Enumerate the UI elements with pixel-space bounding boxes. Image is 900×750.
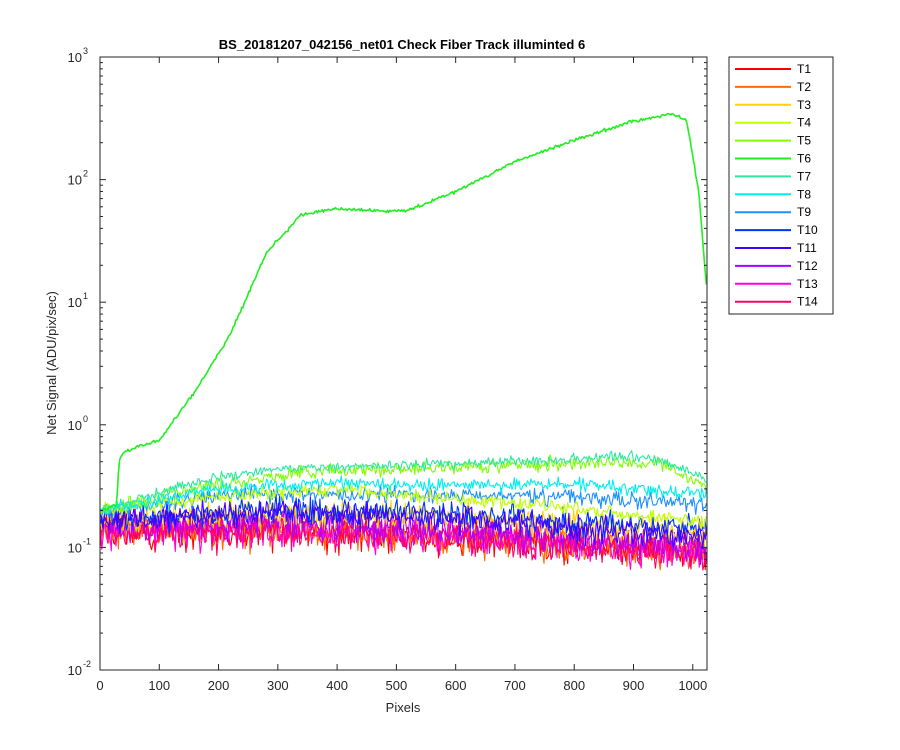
x-axis-label: Pixels	[386, 700, 421, 715]
y-tick-label: 10	[68, 418, 82, 433]
series-line-t9	[100, 484, 707, 520]
legend-box	[728, 56, 834, 315]
legend-label: T3	[797, 98, 811, 112]
y-tick-exponent: 0	[83, 414, 88, 424]
x-tick-label: 500	[386, 678, 408, 693]
series-line-t11	[100, 498, 707, 550]
x-tick-label: 200	[208, 678, 230, 693]
x-tick-label: 600	[445, 678, 467, 693]
x-axis: 0 100 200 300 400 500 600 700 800 900 1000	[96, 57, 707, 693]
legend-label: T2	[797, 80, 811, 94]
y-tick-label: 10	[68, 50, 82, 65]
plot-area	[100, 57, 707, 670]
legend-label: T9	[797, 205, 811, 219]
y-tick-label: 10	[68, 663, 82, 678]
legend-label: T11	[797, 241, 817, 255]
series-line-t5	[100, 454, 707, 515]
x-tick-label: 700	[504, 678, 526, 693]
y-tick-label: 10	[68, 173, 82, 188]
series-line-t7	[100, 450, 707, 513]
x-tick-label: 800	[563, 678, 585, 693]
y-tick-label: 10	[68, 295, 82, 310]
plot-frame	[99, 56, 708, 671]
x-tick-label: 100	[148, 678, 170, 693]
y-tick-label: 10	[68, 540, 82, 555]
y-tick-exponent: 2	[83, 169, 88, 179]
legend-label: T8	[797, 187, 811, 201]
y-axis-label: Net Signal (ADU/pix/sec)	[44, 291, 59, 435]
series-line-t4	[100, 483, 707, 529]
y-tick-exponent: -2	[83, 659, 91, 669]
y-tick-exponent: 3	[83, 46, 88, 56]
legend-label: T6	[797, 152, 811, 166]
legend-label: T7	[797, 169, 811, 183]
x-tick-label: 900	[623, 678, 645, 693]
legend-label: T12	[797, 259, 818, 273]
legend-label: T14	[797, 295, 818, 309]
legend-label: T5	[797, 134, 811, 148]
series-line-t6	[100, 112, 708, 511]
y-tick-exponent: -1	[83, 536, 91, 546]
x-tick-label: 400	[326, 678, 348, 693]
legend: T1 T2 T3 T4 T5 T6 T7 T8 T9 T10 T11 T12 T13 T14	[728, 56, 834, 315]
legend-label: T1	[797, 62, 811, 76]
x-tick-label: 0	[96, 678, 103, 693]
y-tick-exponent: 1	[83, 291, 88, 301]
x-tick-label: 300	[267, 678, 289, 693]
chart-title: BS_20181207_042156_net01 Check Fiber Tra…	[219, 37, 585, 52]
series-line-t8	[100, 475, 707, 515]
series-layer	[100, 112, 708, 571]
x-tick-label: 1000	[678, 678, 707, 693]
legend-label: T10	[797, 223, 818, 237]
legend-label: T4	[797, 116, 811, 130]
legend-label: T13	[797, 277, 818, 291]
